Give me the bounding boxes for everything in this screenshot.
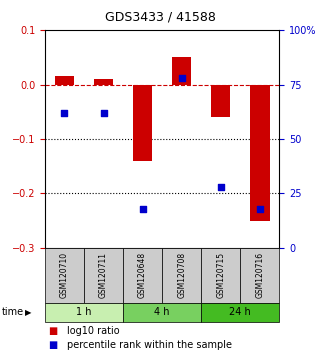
Text: GSM120715: GSM120715 <box>216 252 225 298</box>
Bar <box>172 57 191 85</box>
Text: 4 h: 4 h <box>154 307 170 318</box>
Point <box>140 206 145 211</box>
Text: percentile rank within the sample: percentile rank within the sample <box>67 340 232 350</box>
Text: ■: ■ <box>48 326 57 336</box>
Text: GSM120708: GSM120708 <box>177 252 186 298</box>
Point <box>62 110 67 116</box>
Text: ■: ■ <box>48 340 57 350</box>
Bar <box>250 85 270 221</box>
Text: GDS3433 / 41588: GDS3433 / 41588 <box>105 11 216 24</box>
Bar <box>55 76 74 85</box>
Bar <box>133 85 152 161</box>
Text: GSM120711: GSM120711 <box>99 252 108 298</box>
Point <box>218 184 223 190</box>
Text: log10 ratio: log10 ratio <box>67 326 120 336</box>
Point <box>179 75 184 81</box>
Bar <box>211 85 230 117</box>
Text: time: time <box>2 307 24 318</box>
Text: GSM120716: GSM120716 <box>255 252 264 298</box>
Text: GSM120710: GSM120710 <box>60 252 69 298</box>
Text: 24 h: 24 h <box>229 307 251 318</box>
Text: GSM120648: GSM120648 <box>138 252 147 298</box>
Point <box>101 110 106 116</box>
Text: 1 h: 1 h <box>76 307 92 318</box>
Bar <box>94 79 113 85</box>
Text: ▶: ▶ <box>25 308 31 317</box>
Point <box>257 206 262 211</box>
